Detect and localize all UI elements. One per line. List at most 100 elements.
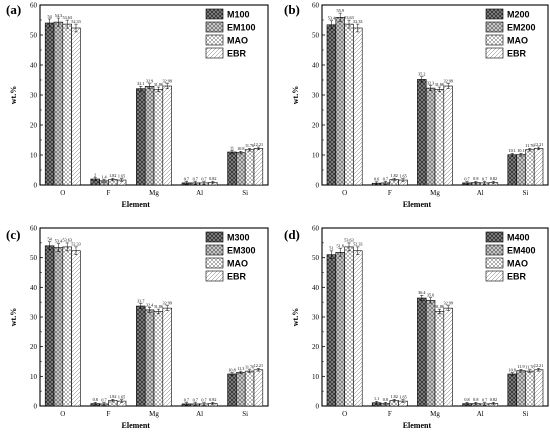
data-label: 0.7 (201, 397, 206, 402)
data-label: 0.7 (101, 397, 106, 402)
bar (516, 370, 526, 407)
chart-panel-1: 0 10 20 30 40 50 60 wt.% Element (a) O 54 54.3 53.635… (6, 2, 269, 209)
x-tick-label: F (388, 410, 392, 418)
data-label: 12.21 (254, 363, 263, 368)
data-label: 0.7 (193, 176, 198, 181)
legend-label: EBR (227, 49, 247, 59)
legend-swatch (205, 34, 224, 46)
y-tick-label: 60 (312, 2, 320, 10)
data-label: 1.65 (118, 174, 125, 179)
y-tick-label: 20 (30, 122, 38, 130)
x-axis-label: Element (122, 200, 151, 209)
x-tick-label: Mg (149, 410, 159, 418)
x-axis-label: Element (403, 421, 432, 430)
bar (44, 22, 55, 186)
x-tick-label: Si (242, 189, 248, 197)
bar (443, 85, 453, 186)
y-tick-label: 40 (30, 62, 38, 70)
data-label: 10.8 (509, 367, 516, 372)
data-label: 0.7 (383, 176, 388, 181)
bar (153, 89, 164, 186)
data-label: 0.82 (209, 397, 216, 402)
data-label: 31.86 (435, 82, 444, 87)
legend-swatch (485, 270, 504, 282)
y-tick-label: 20 (30, 343, 38, 351)
bar (533, 148, 544, 186)
bar (525, 149, 535, 186)
data-label: 32.99 (443, 300, 452, 305)
data-label: 12.21 (534, 363, 543, 368)
data-label: 53.63 (62, 238, 71, 243)
data-label: 1.82 (391, 394, 398, 399)
bar (244, 370, 255, 407)
data-label: 1.82 (109, 394, 116, 399)
y-tick-label: 20 (312, 343, 320, 351)
y-tick-label: 0 (316, 182, 320, 190)
bar (227, 373, 237, 407)
y-tick-label: 10 (312, 152, 320, 160)
bar (44, 245, 55, 407)
bar (236, 372, 246, 407)
data-label: 0.82 (209, 176, 216, 181)
bar (162, 307, 172, 407)
data-label: 53.63 (344, 15, 353, 20)
panel-label: (a) (6, 2, 21, 17)
bar (533, 369, 544, 407)
data-label: 52.33 (71, 242, 80, 247)
bar (516, 154, 526, 186)
bar (507, 373, 517, 407)
legend-swatch (485, 34, 504, 46)
y-tick-label: 30 (30, 92, 38, 100)
data-label: 35.2 (418, 72, 425, 77)
x-tick-label: F (106, 189, 110, 197)
bar (326, 24, 337, 186)
data-label: 10.1 (509, 148, 516, 153)
bar (227, 151, 237, 186)
x-tick-label: Mg (430, 410, 440, 418)
y-tick-label: 30 (30, 314, 38, 322)
bar (62, 246, 72, 407)
data-label: 11.76 (525, 365, 534, 370)
x-tick-label: Al (196, 189, 203, 197)
legend-swatch (205, 21, 224, 33)
x-tick-label: O (60, 410, 65, 418)
legend-label: EBR (507, 272, 527, 282)
data-label: 1.1 (374, 396, 379, 401)
chart-panel-4: 0 10 20 30 40 50 60 wt.% Element (d) O 51 51.853.635… (284, 225, 549, 430)
bar (417, 297, 427, 407)
chart-panel-3: 0 10 20 30 40 50 60 wt.% Element (c) O 54 53.4 53.635… (6, 225, 269, 430)
bar (136, 88, 146, 186)
legend-label: MAO (507, 36, 528, 46)
bar (344, 246, 354, 407)
data-label: 1.4 (101, 174, 107, 179)
legend-label: EBR (227, 272, 247, 282)
bar (425, 87, 436, 186)
x-tick-label: Al (477, 189, 484, 197)
legend-label: EM100 (227, 23, 256, 33)
x-tick-label: O (342, 189, 347, 197)
bar (162, 85, 172, 186)
data-label: 54 (48, 237, 53, 242)
data-label: 12.21 (534, 142, 543, 147)
x-tick-label: Si (522, 189, 528, 197)
data-label: 0.7 (184, 397, 189, 402)
data-label: 1.82 (109, 173, 116, 178)
legend-swatch (205, 8, 224, 20)
y-axis-label: wt.% (9, 86, 18, 104)
y-tick-label: 60 (312, 225, 320, 233)
bar (353, 250, 363, 407)
data-label: 51.8 (337, 243, 344, 248)
data-label: 32.1 (137, 81, 144, 86)
y-axis-label: wt.% (291, 86, 300, 104)
y-tick-label: 20 (312, 122, 320, 130)
legend-swatch (485, 8, 504, 20)
data-label: 10.8 (237, 146, 244, 151)
data-label: 0.82 (490, 397, 497, 402)
data-label: 0.6 (374, 177, 379, 182)
data-label: 53.63 (62, 15, 71, 20)
data-label: 10.8 (228, 367, 235, 372)
legend-swatch (205, 47, 224, 59)
y-axis-label: wt.% (9, 308, 18, 326)
y-tick-label: 10 (30, 373, 38, 381)
